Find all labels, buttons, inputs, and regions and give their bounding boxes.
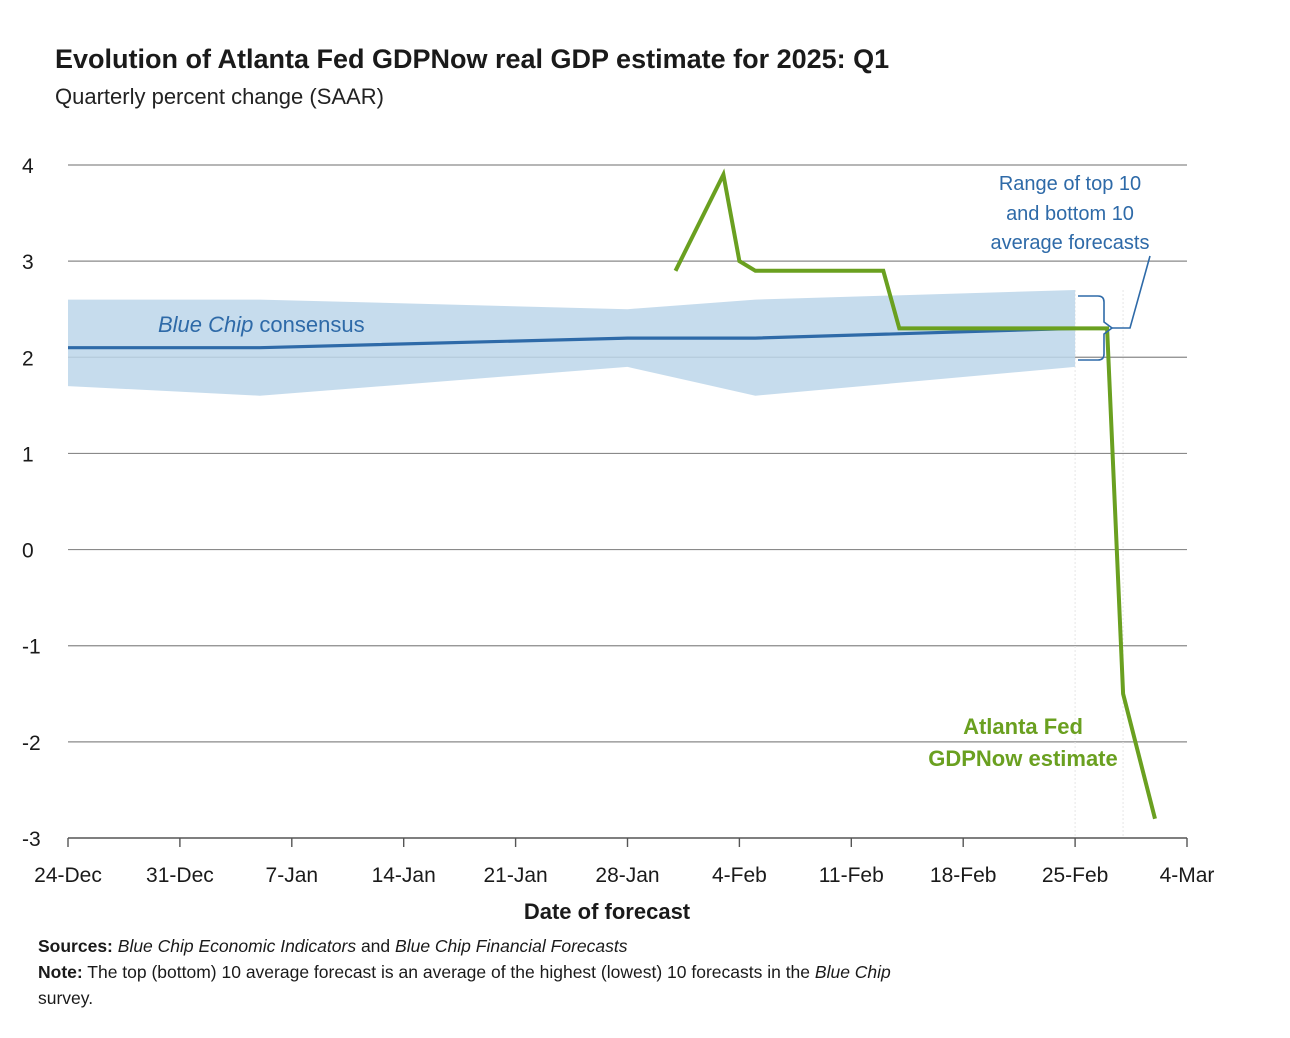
y-tick-label: 2 xyxy=(22,347,34,370)
x-tick-label: 11-Feb xyxy=(819,864,884,887)
gdpnow-label-line-1: Atlanta Fed xyxy=(963,714,1083,739)
blue-chip-label-rest: consensus xyxy=(259,312,364,337)
x-tick-label: 21-Jan xyxy=(483,864,547,887)
sources-label: Sources: xyxy=(38,936,113,956)
chart-canvas: 4 3 2 1 0 -1 -2 -3 24-Dec 31-Dec 7-Jan 14-Jan 21-Jan… xyxy=(22,155,1214,924)
sources-line: Sources: Blue Chip Economic Indicators a… xyxy=(38,933,1098,959)
y-tick-label: 4 xyxy=(22,155,34,178)
blue-chip-consensus-line xyxy=(68,326,1076,350)
range-band-layer xyxy=(68,290,1076,396)
x-tick-label: 4-Mar xyxy=(1160,864,1215,887)
sources-and: and xyxy=(360,936,391,956)
note-text: The top (bottom) 10 average forecast is … xyxy=(87,962,811,982)
range-label-line-1: Range of top 10 xyxy=(999,173,1141,195)
x-tick-label: 4-Feb xyxy=(712,864,767,887)
sources-note: Sources: Blue Chip Economic Indicators a… xyxy=(38,933,1098,1011)
gdpnow-estimate-line xyxy=(673,168,1157,820)
x-tick-label: 24-Dec xyxy=(34,864,102,887)
x-tick-label: 28-Jan xyxy=(595,864,659,887)
y-tick-label: -2 xyxy=(22,732,41,755)
series-layer xyxy=(68,168,1157,820)
sources-part-2: Blue Chip Financial Forecasts xyxy=(395,936,628,956)
range-leader-line xyxy=(1112,255,1151,329)
x-tick-label: 7-Jan xyxy=(266,864,319,887)
range-label-line-3: average forecasts xyxy=(991,232,1150,254)
gdpnow-label-line-2: GDPNow estimate xyxy=(928,746,1118,771)
tick-labels: 4 3 2 1 0 -1 -2 -3 24-Dec 31-Dec 7-Jan 14-Jan 21-Jan… xyxy=(22,155,1214,887)
chart-subtitle: Quarterly percent change (SAAR) xyxy=(55,84,384,109)
note-italic: Blue Chip xyxy=(814,962,891,982)
blue-chip-consensus-label: Blue Chip consensus xyxy=(158,312,365,337)
y-tick-label: 3 xyxy=(22,251,34,274)
x-axis-label: Date of forecast xyxy=(524,899,691,924)
range-label-line-2: and bottom 10 xyxy=(1006,203,1134,225)
note-end: survey. xyxy=(38,988,94,1008)
blue-chip-label-italic: Blue Chip xyxy=(158,312,253,337)
x-axis xyxy=(67,837,1188,847)
chart-title: Evolution of Atlanta Fed GDPNow real GDP… xyxy=(55,44,890,74)
y-tick-label: 0 xyxy=(22,540,34,563)
x-tick-label: 14-Jan xyxy=(372,864,436,887)
note-line: Note: The top (bottom) 10 average foreca… xyxy=(38,959,1098,1011)
x-tick-label: 31-Dec xyxy=(146,864,214,887)
range-band-area xyxy=(68,290,1076,396)
y-tick-label: -3 xyxy=(22,828,41,851)
sources-part-1: Blue Chip Economic Indicators xyxy=(117,936,357,956)
y-tick-label: -1 xyxy=(22,636,41,659)
note-label: Note: xyxy=(38,962,83,982)
x-tick-label: 18-Feb xyxy=(930,864,997,887)
x-tick-label: 25-Feb xyxy=(1042,864,1109,887)
y-tick-label: 1 xyxy=(22,443,34,466)
